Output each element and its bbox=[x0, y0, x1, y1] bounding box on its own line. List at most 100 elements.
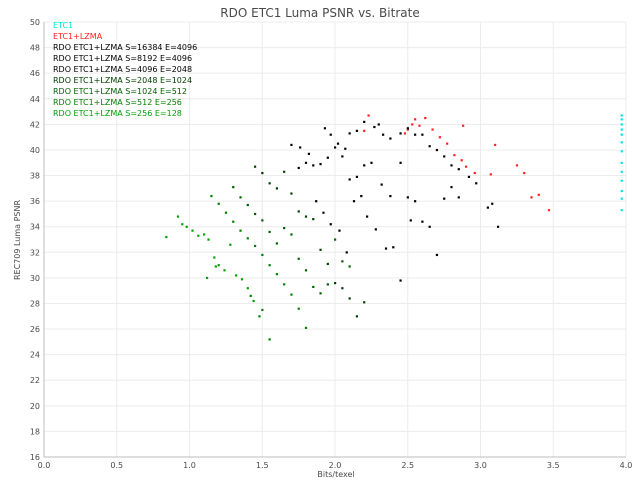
data-point bbox=[443, 155, 446, 158]
data-point bbox=[299, 146, 302, 149]
data-point bbox=[290, 143, 293, 147]
legend: ETC1 ETC1+LZMA RDO ETC1+LZMA S=16384 E=409… bbox=[53, 21, 197, 118]
data-point bbox=[620, 197, 623, 200]
data-point bbox=[409, 219, 412, 222]
data-point bbox=[290, 233, 293, 236]
data-point bbox=[239, 196, 242, 199]
data-point bbox=[268, 264, 271, 267]
data-point bbox=[620, 209, 623, 212]
data-point bbox=[344, 147, 347, 150]
data-point bbox=[620, 114, 623, 117]
data-point bbox=[414, 118, 417, 121]
y-tick-label: 34 bbox=[30, 223, 40, 232]
x-tick-label: 1.0 bbox=[183, 461, 196, 470]
data-point bbox=[345, 251, 348, 254]
data-point bbox=[312, 285, 315, 289]
data-point bbox=[205, 276, 209, 280]
data-point bbox=[283, 226, 286, 230]
legend-entry: RDO ETC1+LZMA S=16384 E=4096 bbox=[53, 43, 197, 52]
y-tick-label: 40 bbox=[30, 146, 40, 155]
data-point bbox=[338, 229, 341, 232]
data-point bbox=[620, 161, 623, 164]
data-point bbox=[348, 132, 351, 135]
data-point bbox=[213, 256, 216, 259]
y-tick-label: 24 bbox=[30, 351, 40, 360]
data-point bbox=[620, 189, 623, 193]
y-tick-label: 22 bbox=[30, 376, 40, 385]
y-tick-label: 20 bbox=[30, 402, 40, 411]
data-point bbox=[406, 196, 409, 199]
data-point bbox=[326, 262, 329, 266]
data-point bbox=[489, 173, 492, 176]
y-tick-label: 50 bbox=[30, 18, 40, 27]
data-point bbox=[464, 165, 468, 168]
data-point bbox=[424, 116, 427, 120]
data-point bbox=[360, 195, 363, 198]
data-point bbox=[428, 145, 431, 148]
data-point bbox=[304, 215, 308, 218]
data-point bbox=[275, 273, 278, 276]
data-point bbox=[620, 150, 623, 153]
y-tick-labels: 16 18 20 22 24 26 28 30 32 34 36 38 40 42 44 46 48 50 bbox=[30, 18, 40, 462]
data-point bbox=[363, 129, 366, 132]
data-point bbox=[421, 133, 424, 136]
data-point bbox=[290, 192, 293, 195]
x-tick-label: 3.0 bbox=[474, 461, 487, 470]
data-point bbox=[389, 137, 392, 140]
data-point bbox=[406, 127, 409, 130]
data-point bbox=[312, 164, 315, 167]
data-point bbox=[355, 175, 359, 179]
data-point bbox=[431, 128, 434, 131]
data-point bbox=[496, 225, 500, 228]
data-point bbox=[319, 163, 322, 166]
data-point bbox=[414, 133, 417, 136]
data-point bbox=[348, 265, 351, 268]
legend-entry: RDO ETC1+LZMA S=1024 E=512 bbox=[53, 87, 187, 96]
data-point bbox=[399, 161, 402, 164]
y-tick-label: 26 bbox=[30, 325, 40, 334]
data-point bbox=[246, 203, 249, 207]
data-point bbox=[384, 247, 388, 250]
axes bbox=[43, 22, 626, 458]
data-point bbox=[443, 197, 446, 200]
data-point bbox=[322, 211, 325, 214]
legend-entry: RDO ETC1+LZMA S=4096 E=2048 bbox=[53, 65, 192, 74]
data-point bbox=[457, 168, 460, 171]
data-point bbox=[377, 123, 380, 126]
data-point bbox=[165, 235, 168, 239]
data-point bbox=[435, 253, 439, 257]
data-point bbox=[373, 125, 376, 129]
data-point bbox=[329, 133, 332, 136]
data-point bbox=[334, 238, 337, 241]
data-point bbox=[450, 186, 453, 189]
data-point bbox=[462, 124, 465, 127]
data-point bbox=[275, 187, 278, 190]
data-point bbox=[491, 202, 494, 205]
data-point bbox=[261, 308, 264, 312]
data-point bbox=[438, 136, 441, 139]
data-point bbox=[246, 237, 249, 240]
data-point bbox=[341, 155, 344, 158]
data-point bbox=[453, 154, 456, 157]
y-tick-label: 42 bbox=[30, 120, 40, 129]
data-point bbox=[348, 297, 351, 300]
data-point bbox=[203, 233, 206, 236]
data-point bbox=[297, 166, 300, 170]
x-tick-label: 4.0 bbox=[620, 461, 633, 470]
data-point bbox=[523, 171, 526, 175]
data-point bbox=[547, 209, 551, 212]
data-point bbox=[253, 212, 257, 216]
data-point bbox=[214, 265, 217, 268]
data-point bbox=[336, 142, 340, 145]
x-tick-label: 3.5 bbox=[547, 461, 560, 470]
data-point bbox=[217, 264, 220, 267]
data-point bbox=[380, 183, 383, 186]
data-point bbox=[460, 159, 463, 162]
data-point bbox=[620, 141, 623, 144]
x-tick-label: 2.0 bbox=[329, 461, 342, 470]
x-tick-label: 1.5 bbox=[256, 461, 269, 470]
data-point bbox=[406, 128, 409, 131]
data-point bbox=[181, 223, 184, 226]
